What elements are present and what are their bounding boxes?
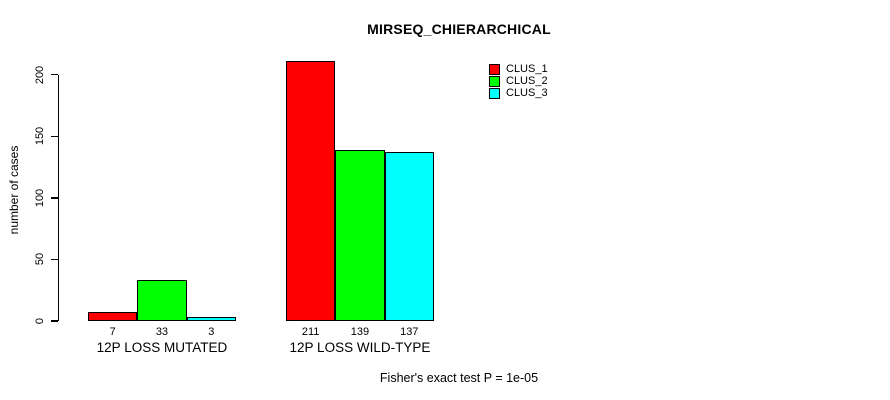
bar-value-label: 7: [109, 326, 116, 338]
legend-swatch-clus_1: [489, 63, 500, 75]
y-tick-mark: [51, 258, 58, 261]
bar-value-label: 3: [208, 326, 215, 338]
y-tick-mark: [51, 197, 58, 199]
legend-label: CLUS_2: [506, 75, 548, 88]
y-axis-title: number of cases: [7, 145, 21, 235]
y-tick-label: 0: [34, 317, 46, 325]
legend-row-clus_3: CLUS_3: [489, 88, 548, 100]
bar-value-label: 137: [400, 326, 419, 338]
bar-value-label: 33: [155, 326, 169, 338]
legend-row-clus_2: CLUS_2: [489, 75, 548, 88]
y-tick-label: 50: [34, 253, 46, 266]
category-label: 12P LOSS WILD-TYPE: [289, 340, 431, 355]
legend-label: CLUS_3: [506, 87, 548, 100]
bar-clus_1-group1: [88, 312, 138, 321]
y-tick-label: 200: [34, 65, 46, 84]
y-tick-label: 100: [34, 188, 46, 208]
category-label: 12P LOSS MUTATED: [96, 340, 228, 355]
legend-swatch-clus_2: [489, 76, 500, 88]
bar-value-label: 139: [350, 326, 370, 338]
bar-clus_1-group2: [286, 61, 336, 321]
annotation-text: Fisher's exact test P = 1e-05: [379, 371, 539, 385]
legend-row-clus_1: CLUS_1: [489, 63, 548, 75]
y-axis-line: [58, 74, 60, 321]
y-tick-mark: [51, 74, 58, 76]
bar-value-label: 211: [301, 326, 320, 338]
legend-label: CLUS_1: [506, 62, 548, 75]
y-tick-label: 150: [34, 127, 46, 146]
y-tick-mark: [51, 320, 58, 322]
legend: CLUS_1 CLUS_2 CLUS_3: [489, 63, 548, 100]
chart-title: MIRSEQ_CHIERARCHICAL: [367, 21, 551, 37]
legend-swatch-clus_3: [489, 88, 500, 100]
bar-clus_2-group1: [137, 280, 187, 321]
bar-clus_3-group1: [186, 317, 236, 321]
bar-clus_3-group2: [384, 152, 434, 321]
y-tick-mark: [51, 135, 58, 137]
bar-clus_2-group2: [335, 149, 385, 321]
